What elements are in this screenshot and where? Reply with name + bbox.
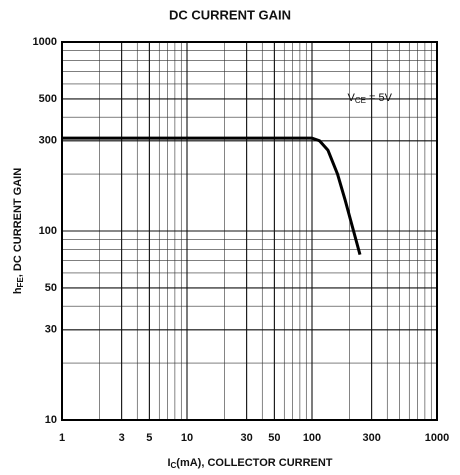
x-tick-label: 3	[119, 432, 125, 444]
data-line	[62, 136, 362, 256]
annotation: VCE = 5V	[348, 92, 393, 105]
y-tick-label: 1000	[33, 36, 57, 48]
y-tick-label: 300	[39, 135, 57, 147]
x-tick-label: 10	[181, 432, 193, 444]
plot-frame	[61, 41, 438, 421]
y-tick-label: 30	[45, 324, 57, 336]
x-tick-label: 1000	[425, 432, 449, 444]
y-tick-label: 50	[45, 282, 57, 294]
x-tick-label: 300	[362, 432, 380, 444]
y-tick-label: 100	[39, 225, 57, 237]
chart-title: DC CURRENT GAIN	[169, 7, 291, 22]
x-tick-label: 1	[59, 432, 65, 444]
x-tick-label: 50	[268, 432, 280, 444]
x-tick-label: 100	[303, 432, 321, 444]
x-tick-label: 30	[241, 432, 253, 444]
y-axis-label: hFE, DC CURRENT GAIN	[12, 168, 25, 294]
x-tick-label: 5	[146, 432, 152, 444]
x-axis-label: IC(mA), COLLECTOR CURRENT	[167, 457, 332, 470]
y-tick-label: 10	[45, 414, 57, 426]
y-tick-label: 500	[39, 93, 57, 105]
